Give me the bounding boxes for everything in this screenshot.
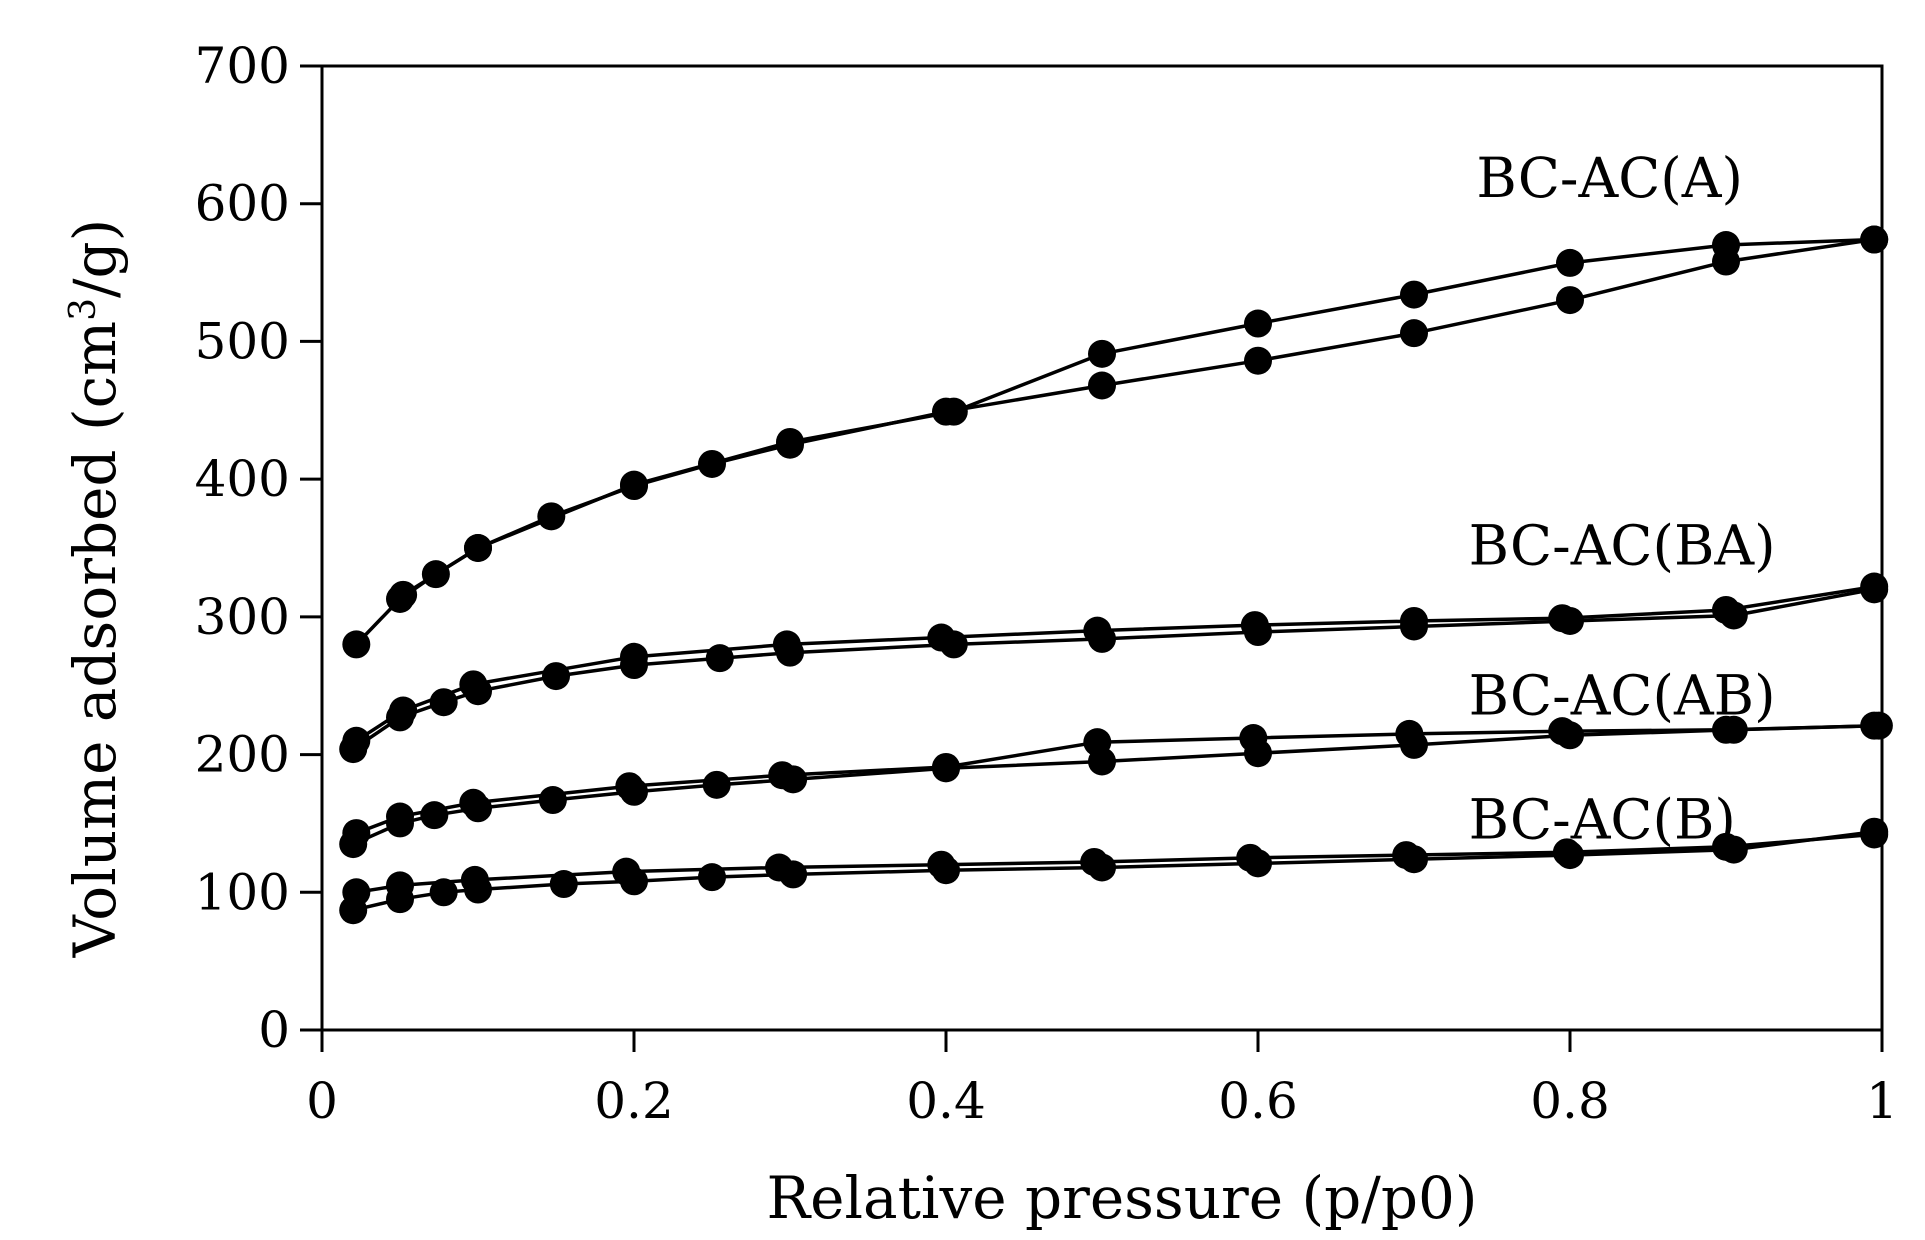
desorption-point	[772, 630, 801, 659]
desorption-point	[464, 534, 492, 562]
x-tick-label: 0.4	[906, 1072, 986, 1130]
adsorption-point	[420, 801, 449, 830]
adsorption-point	[1088, 371, 1116, 400]
desorption-point	[1400, 280, 1428, 309]
series-label: BC-AC(BA)	[1469, 514, 1776, 578]
adsorption-point	[342, 630, 371, 659]
series-4	[339, 817, 1889, 925]
desorption-point	[939, 397, 968, 426]
desorption-point	[389, 696, 418, 725]
adsorption-point	[542, 662, 570, 691]
y-tick-label: 0	[258, 1001, 290, 1059]
desorption-point	[1244, 309, 1272, 338]
y-axis-title-main: Volume adsorbed (cm	[61, 321, 129, 958]
desorption-point	[1860, 820, 1889, 849]
x-tick-label: 0.6	[1218, 1072, 1298, 1130]
desorption-point	[386, 802, 414, 831]
series-layer	[339, 225, 1893, 925]
x-tick-label: 0	[306, 1072, 338, 1130]
desorption-point	[932, 752, 960, 781]
x-tick-label: 0.2	[594, 1072, 674, 1130]
desorption-point	[1548, 717, 1577, 746]
adsorption-point	[1400, 319, 1428, 348]
desorption-point	[776, 427, 804, 456]
series-1	[342, 225, 1889, 659]
x-tick-label: 1	[1866, 1072, 1898, 1130]
desorption-point	[1864, 711, 1893, 740]
desorption-point	[620, 642, 648, 671]
desorption-point	[1712, 595, 1740, 624]
desorption-point	[389, 580, 418, 609]
desorption-point	[1083, 728, 1112, 757]
desorption-point	[342, 878, 371, 907]
plot-frame	[320, 64, 1884, 1032]
desorption-point	[1240, 611, 1269, 640]
desorption-point	[386, 871, 414, 900]
desorption-point	[342, 726, 371, 755]
adsorption-point	[702, 770, 731, 799]
y-tick-label: 100	[195, 863, 290, 921]
desorption-point	[1236, 843, 1265, 872]
adsorption-point	[429, 878, 458, 907]
y-axis-title: Volume adsorbed (cm3/g)	[61, 219, 129, 959]
desorption-point	[620, 470, 648, 499]
desorption-point	[1239, 724, 1268, 753]
desorption-point	[1395, 719, 1424, 748]
series-label: BC-AC(AB)	[1469, 664, 1776, 728]
desorption-point	[615, 772, 644, 801]
desorption-point	[1556, 248, 1584, 277]
adsorption-point	[429, 688, 458, 717]
desorption-point	[927, 623, 956, 652]
y-tick-label: 400	[195, 450, 290, 508]
x-axis-title: Relative pressure (p/p0)	[766, 1164, 1477, 1232]
series-2	[339, 572, 1889, 764]
y-axis-title-unit: /g)	[61, 219, 129, 298]
desorption-point	[1080, 847, 1109, 876]
series-labels: BC-AC(A) BC-AC(BA) BC-AC(AB) BC-AC(B)	[1469, 146, 1776, 852]
y-tick-label: 300	[195, 588, 290, 646]
axes: 0 100 200 300 400 500 600 700 0 0.2 0.4 0.6 0.8 1	[195, 37, 1898, 1130]
desorption-point	[1552, 838, 1581, 867]
adsorption-line	[355, 237, 1875, 646]
desorption-point	[927, 850, 956, 879]
y-axis-title-superscript: 3	[63, 298, 104, 321]
adsorption-point	[538, 786, 567, 815]
series-label: BC-AC(B)	[1469, 788, 1736, 852]
adsorption-point	[1556, 286, 1584, 315]
y-tick-label: 200	[195, 726, 290, 784]
desorption-point	[1860, 225, 1889, 254]
desorption-point	[459, 788, 488, 817]
desorption-point	[1712, 715, 1740, 744]
adsorption-point	[1244, 346, 1272, 375]
series-label: BC-AC(A)	[1476, 146, 1743, 210]
x-tick-label: 0.8	[1530, 1072, 1610, 1130]
series-3	[339, 711, 1893, 859]
adsorption-point	[537, 502, 566, 531]
desorption-point	[612, 857, 641, 886]
y-tick-label: 600	[195, 175, 290, 233]
desorption-point	[1860, 572, 1889, 601]
desorption-point	[1088, 339, 1116, 368]
desorption-point	[768, 761, 797, 790]
desorption-point	[1712, 832, 1740, 861]
y-tick-label: 700	[195, 37, 290, 95]
desorption-point	[460, 865, 489, 894]
desorption-point	[1392, 841, 1421, 870]
desorption-point	[1712, 231, 1740, 260]
desorption-point	[459, 670, 488, 699]
desorption-point	[1548, 604, 1577, 633]
desorption-point	[342, 819, 371, 848]
y-tick-label: 500	[195, 312, 290, 370]
desorption-point	[1400, 606, 1428, 635]
desorption-point	[1083, 616, 1112, 645]
desorption-point	[765, 853, 794, 882]
